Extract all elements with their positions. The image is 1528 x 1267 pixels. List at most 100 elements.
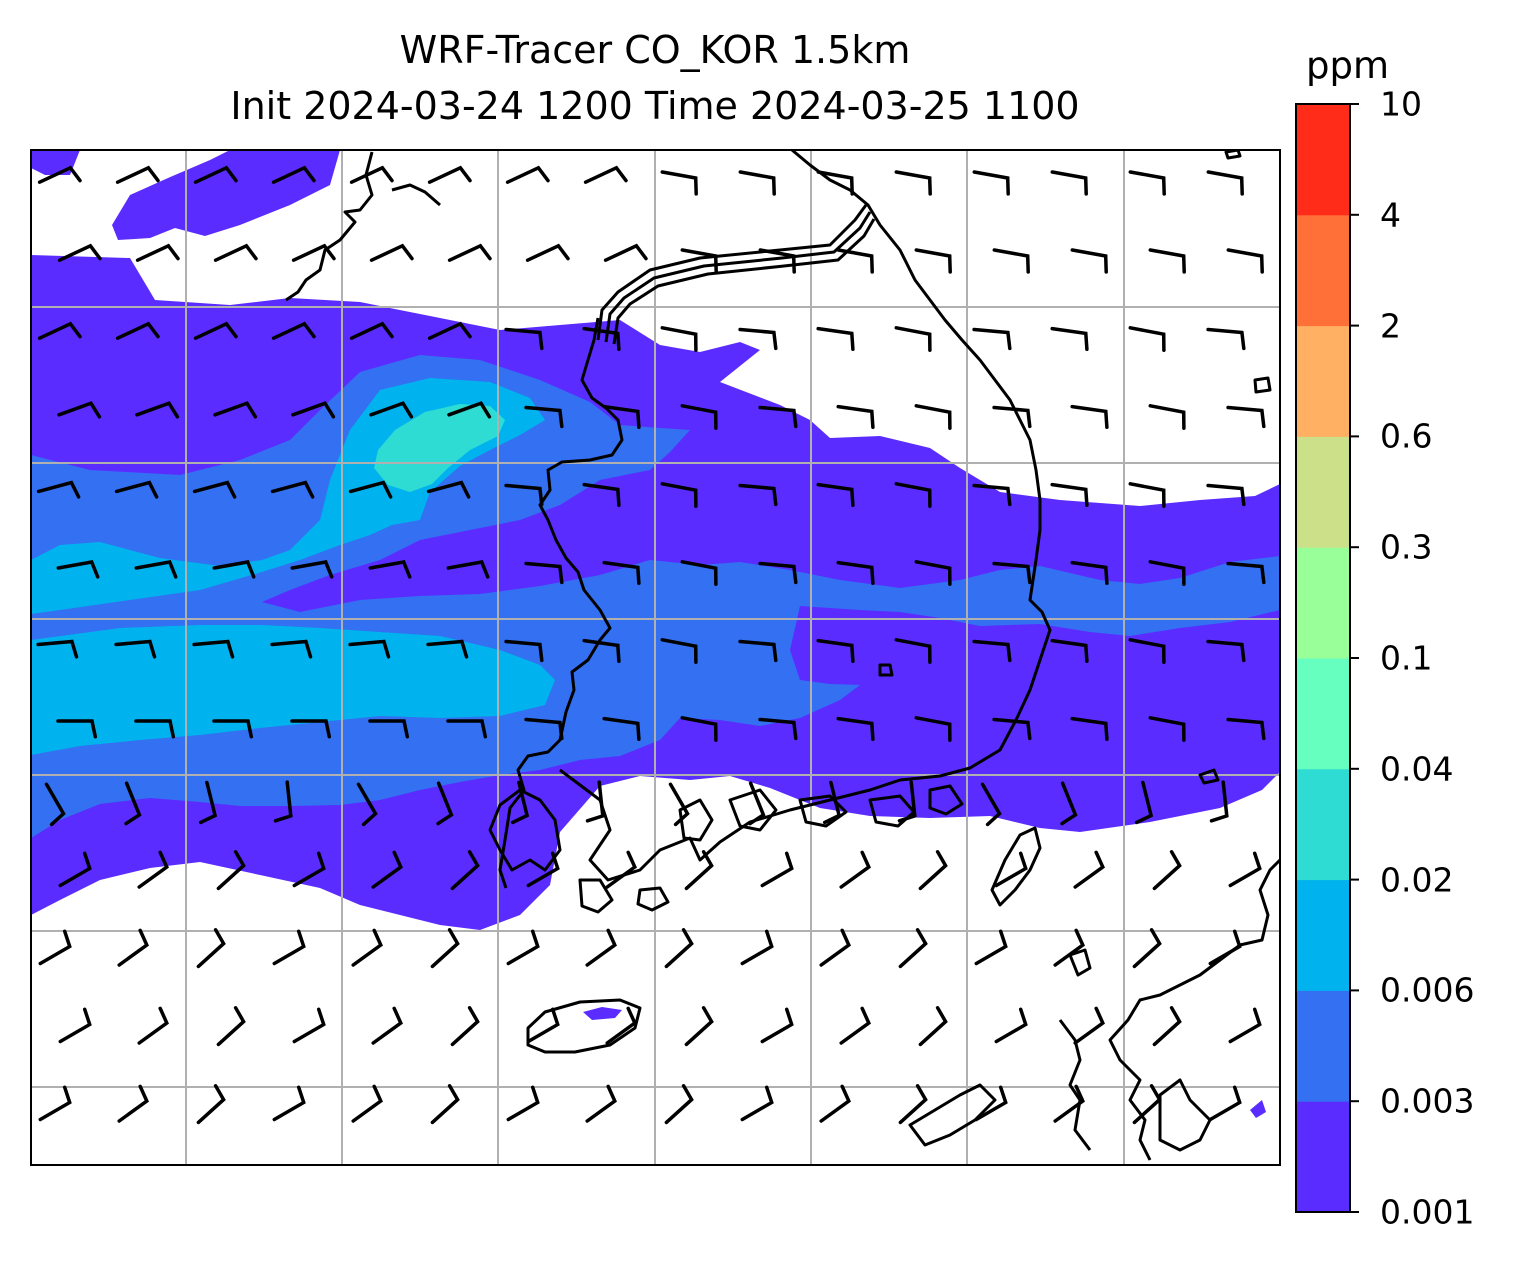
wind-barb [1070, 560, 1109, 586]
wind-barb [192, 639, 235, 659]
wind-barb [972, 639, 1012, 663]
wind-barb [758, 248, 796, 274]
field-level-4 [374, 404, 505, 492]
wind-barb [198, 780, 218, 825]
wind-barb [115, 321, 160, 340]
wind-barb [738, 327, 778, 351]
wind-barb [37, 165, 82, 184]
wind-barb [1148, 248, 1186, 274]
wind-barb [57, 401, 102, 419]
wind-barb [914, 716, 952, 742]
wind-barb [371, 1006, 403, 1045]
wind-barb [836, 560, 875, 586]
wind-barb [836, 248, 874, 274]
wind-barb [124, 781, 142, 826]
wind-barb [450, 850, 480, 891]
wind-barb [349, 165, 394, 184]
wind-barb [193, 165, 238, 184]
wind-barb [524, 405, 564, 429]
colorbar-segment [1296, 325, 1350, 437]
wind-barb [524, 561, 564, 585]
wind-barb [272, 929, 306, 966]
wind-barb [117, 1084, 149, 1123]
wind-barb [137, 850, 169, 889]
wind-barb [506, 929, 540, 966]
wind-barb [918, 1006, 948, 1047]
wind-barb [992, 561, 1032, 585]
wind-barb [270, 639, 313, 659]
wind-barb [351, 1084, 383, 1123]
wind-barb [272, 1085, 306, 1122]
colorbar-segment [1296, 547, 1350, 659]
wind-barb [1070, 404, 1109, 430]
colorbar-segment [1296, 990, 1350, 1102]
wind-barb [1070, 248, 1108, 274]
wind-barb [137, 1006, 169, 1045]
wind-barb [894, 638, 932, 664]
wind-barb [1206, 639, 1246, 663]
wind-barb [212, 719, 254, 739]
wind-barb [748, 781, 766, 826]
wind-barb [972, 170, 1010, 196]
wind-barb [1073, 850, 1105, 889]
wind-barb [193, 321, 238, 340]
wind-barb [819, 928, 851, 967]
wind-barb [38, 1085, 72, 1122]
wind-barb [526, 1007, 560, 1044]
wind-barb [585, 928, 617, 967]
wind-barb [1209, 780, 1229, 823]
wind-barb [1226, 561, 1266, 585]
colorbar-tick-label: 0.1 [1380, 638, 1433, 678]
wind-barb [760, 851, 794, 888]
wind-barb [760, 1007, 794, 1044]
wind-barb [819, 1084, 851, 1123]
wind-barb [897, 780, 917, 823]
wind-barb [1206, 170, 1244, 196]
wind-barb [758, 717, 798, 741]
wind-barb [369, 401, 414, 419]
wind-barb [1208, 1085, 1242, 1122]
wind-barb [369, 243, 414, 262]
wind-barb [426, 639, 469, 659]
wind-barb [1208, 929, 1242, 966]
wind-barb [1128, 482, 1166, 508]
wind-barb [427, 165, 472, 184]
wind-barb [1206, 327, 1246, 351]
wind-barb [1134, 780, 1154, 825]
wind-barb [582, 638, 621, 664]
wind-barb [839, 850, 871, 889]
wind-barb [972, 327, 1012, 351]
wind-barb [1128, 170, 1166, 196]
wind-barb [839, 1006, 871, 1045]
wind-barb [1050, 482, 1089, 508]
wind-barb [603, 243, 648, 262]
wind-barb [505, 165, 550, 184]
wind-barb [134, 719, 176, 739]
wind-barb [1148, 716, 1186, 742]
wind-barb [583, 165, 628, 184]
wind-barb [994, 851, 1028, 888]
wind-barbs [36, 165, 1266, 1125]
colorbar-tick-label: 4 [1380, 195, 1401, 235]
colorbar-tick-label: 0.006 [1380, 970, 1475, 1010]
wind-barb [1148, 560, 1186, 586]
wind-barb [196, 928, 226, 969]
map-frame [30, 149, 1281, 1166]
wind-barb [36, 480, 81, 499]
wind-barb [1060, 781, 1078, 826]
colorbar-tick-label: 0.02 [1380, 860, 1454, 900]
wind-barb [504, 327, 544, 351]
wind-barb [292, 851, 326, 888]
colorbar-tick-label: 10 [1380, 84, 1422, 124]
wind-barb [436, 781, 454, 826]
wind-barb [134, 560, 178, 579]
wind-barb [738, 639, 778, 663]
wind-barb [898, 928, 928, 969]
colorbar-tick-label: 0.04 [1380, 749, 1454, 789]
wind-barb [273, 780, 293, 823]
wind-barb [526, 851, 560, 888]
wind-barb [914, 248, 952, 274]
wind-barb [135, 243, 180, 262]
wind-barb [426, 480, 471, 499]
wind-barb [1206, 483, 1246, 507]
